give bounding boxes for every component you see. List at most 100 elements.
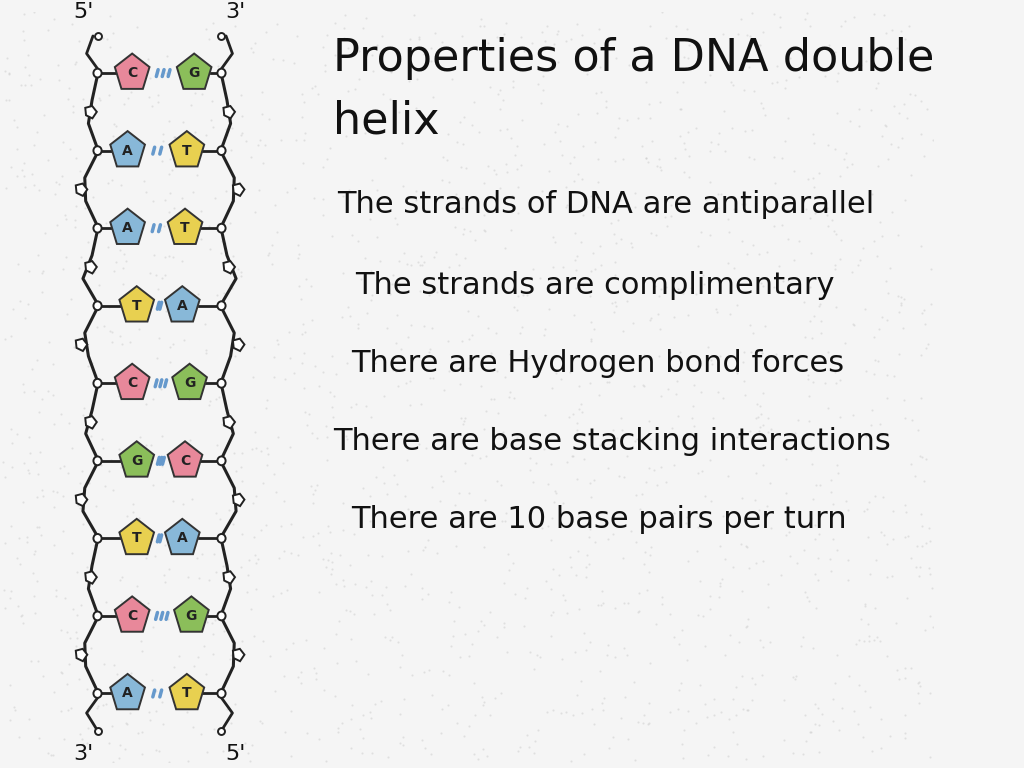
Point [813, 327, 829, 339]
Point [456, 418, 472, 430]
Point [757, 320, 773, 333]
Point [545, 261, 561, 273]
Point [132, 594, 148, 607]
Point [676, 166, 692, 178]
Point [872, 634, 889, 647]
Point [558, 199, 574, 211]
Point [476, 20, 493, 32]
Point [20, 297, 37, 310]
Point [606, 131, 623, 143]
Point [672, 194, 688, 206]
Point [559, 607, 575, 619]
Point [343, 632, 359, 644]
Point [282, 441, 298, 453]
Point [643, 541, 659, 554]
Point [133, 645, 150, 657]
Point [299, 727, 315, 739]
Point [642, 312, 658, 324]
Point [615, 642, 632, 654]
Point [812, 479, 828, 492]
Point [250, 139, 266, 151]
Point [304, 427, 321, 439]
Point [261, 247, 278, 260]
Point [509, 304, 525, 316]
Point [374, 589, 390, 601]
Point [524, 263, 541, 275]
Point [476, 618, 493, 631]
Point [742, 425, 759, 438]
Point [53, 624, 70, 637]
Point [148, 684, 165, 697]
Point [915, 304, 932, 316]
Point [116, 247, 132, 260]
Point [880, 153, 896, 165]
Point [424, 482, 440, 494]
Point [184, 186, 201, 198]
Point [75, 738, 91, 750]
Point [456, 730, 472, 742]
Polygon shape [174, 597, 209, 632]
Point [324, 230, 340, 242]
Point [331, 118, 347, 130]
Point [498, 158, 514, 170]
Point [578, 561, 594, 573]
Point [559, 456, 575, 468]
Point [40, 747, 56, 760]
Point [486, 164, 503, 177]
Point [630, 716, 646, 728]
Point [369, 39, 385, 51]
Point [476, 209, 493, 221]
Point [85, 147, 101, 160]
Point [57, 213, 74, 225]
Point [402, 260, 419, 272]
Circle shape [217, 534, 225, 543]
Point [336, 580, 352, 592]
Point [857, 685, 873, 697]
Point [9, 170, 26, 182]
Point [566, 646, 583, 658]
Point [317, 420, 334, 432]
Point [590, 599, 606, 611]
Point [709, 306, 725, 319]
Point [234, 635, 251, 647]
Polygon shape [223, 261, 234, 273]
Point [711, 591, 727, 604]
Point [494, 515, 510, 527]
Point [6, 114, 23, 126]
Point [851, 634, 867, 646]
Point [611, 111, 628, 124]
Point [115, 278, 131, 290]
Text: T: T [132, 299, 141, 313]
Point [487, 326, 504, 339]
Point [879, 121, 895, 133]
Point [520, 352, 537, 364]
Point [855, 505, 871, 518]
Point [380, 750, 396, 763]
Point [748, 557, 764, 569]
Point [534, 185, 550, 197]
Point [207, 300, 223, 312]
Point [229, 743, 246, 755]
Point [102, 454, 119, 466]
Point [918, 343, 934, 355]
Point [31, 406, 47, 418]
Point [680, 705, 696, 717]
Point [864, 404, 881, 416]
Point [33, 529, 49, 541]
Point [187, 612, 204, 624]
Point [383, 65, 399, 77]
Point [509, 500, 525, 512]
Point [55, 490, 72, 502]
Point [255, 477, 271, 489]
Point [55, 733, 72, 746]
Point [147, 550, 164, 562]
Point [796, 631, 812, 644]
Point [290, 670, 306, 683]
Point [517, 592, 534, 604]
Point [545, 231, 561, 243]
Point [896, 194, 912, 207]
Text: G: G [185, 609, 197, 623]
Point [846, 319, 862, 331]
Point [215, 625, 231, 637]
Point [384, 631, 400, 644]
